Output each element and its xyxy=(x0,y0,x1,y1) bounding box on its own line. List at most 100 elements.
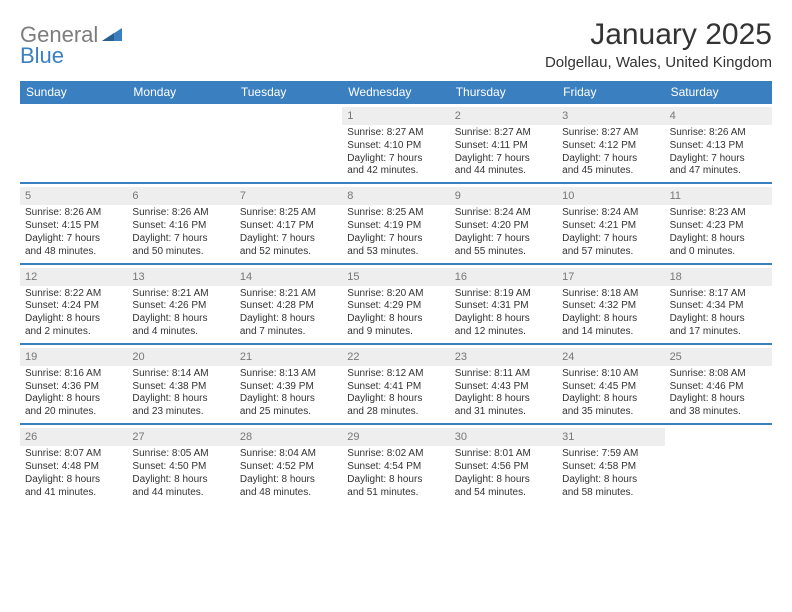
daylight-text: Daylight: 7 hours xyxy=(347,153,444,166)
sunset-text: Sunset: 4:46 PM xyxy=(670,381,767,394)
weeks-container: 1Sunrise: 8:27 AMSunset: 4:10 PMDaylight… xyxy=(20,104,772,503)
calendar: Sunday Monday Tuesday Wednesday Thursday… xyxy=(20,81,772,503)
daylight-text: and 58 minutes. xyxy=(562,487,659,500)
daylight-text: and 44 minutes. xyxy=(455,165,552,178)
day-number: 30 xyxy=(450,428,557,446)
day-cell: 9Sunrise: 8:24 AMSunset: 4:20 PMDaylight… xyxy=(450,184,557,262)
sunrise-text: Sunrise: 8:16 AM xyxy=(25,368,122,381)
day-cell: 29Sunrise: 8:02 AMSunset: 4:54 PMDayligh… xyxy=(342,425,449,503)
daylight-text: and 57 minutes. xyxy=(562,246,659,259)
daylight-text: and 14 minutes. xyxy=(562,326,659,339)
sunset-text: Sunset: 4:36 PM xyxy=(25,381,122,394)
sunrise-text: Sunrise: 8:12 AM xyxy=(347,368,444,381)
sunrise-text: Sunrise: 8:27 AM xyxy=(562,127,659,140)
sunrise-text: Sunrise: 8:26 AM xyxy=(670,127,767,140)
daylight-text: Daylight: 7 hours xyxy=(132,233,229,246)
day-cell: 3Sunrise: 8:27 AMSunset: 4:12 PMDaylight… xyxy=(557,104,664,182)
daylight-text: Daylight: 8 hours xyxy=(240,313,337,326)
sunrise-text: Sunrise: 8:05 AM xyxy=(132,448,229,461)
day-number: 7 xyxy=(235,187,342,205)
day-cell: 7Sunrise: 8:25 AMSunset: 4:17 PMDaylight… xyxy=(235,184,342,262)
daylight-text: and 7 minutes. xyxy=(240,326,337,339)
sunset-text: Sunset: 4:12 PM xyxy=(562,140,659,153)
day-number: 22 xyxy=(342,348,449,366)
week-row: 26Sunrise: 8:07 AMSunset: 4:48 PMDayligh… xyxy=(20,425,772,503)
sunset-text: Sunset: 4:16 PM xyxy=(132,220,229,233)
daylight-text: Daylight: 8 hours xyxy=(25,313,122,326)
sunrise-text: Sunrise: 8:17 AM xyxy=(670,288,767,301)
day-number: 3 xyxy=(557,107,664,125)
daylight-text: Daylight: 8 hours xyxy=(240,474,337,487)
daylight-text: and 42 minutes. xyxy=(347,165,444,178)
week-row: 1Sunrise: 8:27 AMSunset: 4:10 PMDaylight… xyxy=(20,104,772,184)
day-cell: 19Sunrise: 8:16 AMSunset: 4:36 PMDayligh… xyxy=(20,345,127,423)
day-cell: 10Sunrise: 8:24 AMSunset: 4:21 PMDayligh… xyxy=(557,184,664,262)
daylight-text: and 50 minutes. xyxy=(132,246,229,259)
day-number: 10 xyxy=(557,187,664,205)
daylight-text: Daylight: 8 hours xyxy=(562,474,659,487)
sunset-text: Sunset: 4:11 PM xyxy=(455,140,552,153)
daylight-text: and 52 minutes. xyxy=(240,246,337,259)
daylight-text: and 9 minutes. xyxy=(347,326,444,339)
sunrise-text: Sunrise: 8:11 AM xyxy=(455,368,552,381)
sunrise-text: Sunrise: 8:08 AM xyxy=(670,368,767,381)
sunset-text: Sunset: 4:43 PM xyxy=(455,381,552,394)
sunrise-text: Sunrise: 8:27 AM xyxy=(347,127,444,140)
day-number: 12 xyxy=(20,268,127,286)
day-cell: 23Sunrise: 8:11 AMSunset: 4:43 PMDayligh… xyxy=(450,345,557,423)
daylight-text: and 12 minutes. xyxy=(455,326,552,339)
sunset-text: Sunset: 4:32 PM xyxy=(562,300,659,313)
sunset-text: Sunset: 4:17 PM xyxy=(240,220,337,233)
day-cell: 27Sunrise: 8:05 AMSunset: 4:50 PMDayligh… xyxy=(127,425,234,503)
daylight-text: and 20 minutes. xyxy=(25,406,122,419)
daylight-text: and 54 minutes. xyxy=(455,487,552,500)
sunrise-text: Sunrise: 8:14 AM xyxy=(132,368,229,381)
sunset-text: Sunset: 4:58 PM xyxy=(562,461,659,474)
sunrise-text: Sunrise: 8:21 AM xyxy=(132,288,229,301)
sunset-text: Sunset: 4:19 PM xyxy=(347,220,444,233)
week-row: 19Sunrise: 8:16 AMSunset: 4:36 PMDayligh… xyxy=(20,345,772,425)
day-cell: 8Sunrise: 8:25 AMSunset: 4:19 PMDaylight… xyxy=(342,184,449,262)
daylight-text: Daylight: 8 hours xyxy=(455,393,552,406)
sunset-text: Sunset: 4:24 PM xyxy=(25,300,122,313)
daylight-text: Daylight: 7 hours xyxy=(562,233,659,246)
daylight-text: and 48 minutes. xyxy=(25,246,122,259)
day-number: 13 xyxy=(127,268,234,286)
sunset-text: Sunset: 4:31 PM xyxy=(455,300,552,313)
sunrise-text: Sunrise: 8:10 AM xyxy=(562,368,659,381)
daylight-text: and 4 minutes. xyxy=(132,326,229,339)
day-number: 29 xyxy=(342,428,449,446)
logo-word-blue: Blue xyxy=(20,45,122,67)
daylight-text: and 38 minutes. xyxy=(670,406,767,419)
daylight-text: Daylight: 8 hours xyxy=(670,233,767,246)
daylight-text: Daylight: 8 hours xyxy=(562,313,659,326)
sunrise-text: Sunrise: 8:24 AM xyxy=(455,207,552,220)
logo: General Blue xyxy=(20,24,122,67)
daylight-text: and 23 minutes. xyxy=(132,406,229,419)
sunset-text: Sunset: 4:10 PM xyxy=(347,140,444,153)
day-number: 9 xyxy=(450,187,557,205)
daylight-text: Daylight: 8 hours xyxy=(25,393,122,406)
day-cell: 31Sunrise: 7:59 AMSunset: 4:58 PMDayligh… xyxy=(557,425,664,503)
day-cell: 13Sunrise: 8:21 AMSunset: 4:26 PMDayligh… xyxy=(127,265,234,343)
daylight-text: and 17 minutes. xyxy=(670,326,767,339)
daylight-text: Daylight: 8 hours xyxy=(562,393,659,406)
day-number: 28 xyxy=(235,428,342,446)
day-number: 1 xyxy=(342,107,449,125)
sunset-text: Sunset: 4:29 PM xyxy=(347,300,444,313)
logo-triangle-icon xyxy=(102,28,122,47)
daylight-text: Daylight: 7 hours xyxy=(670,153,767,166)
title-block: January 2025 Dolgellau, Wales, United Ki… xyxy=(545,18,772,71)
day-number: 4 xyxy=(665,107,772,125)
sunrise-text: Sunrise: 8:02 AM xyxy=(347,448,444,461)
daylight-text: Daylight: 8 hours xyxy=(132,474,229,487)
calendar-page: General Blue January 2025 Dolgellau, Wal… xyxy=(0,0,792,519)
sunset-text: Sunset: 4:52 PM xyxy=(240,461,337,474)
daylight-text: and 31 minutes. xyxy=(455,406,552,419)
daylight-text: and 48 minutes. xyxy=(240,487,337,500)
day-number: 11 xyxy=(665,187,772,205)
week-row: 12Sunrise: 8:22 AMSunset: 4:24 PMDayligh… xyxy=(20,265,772,345)
sunrise-text: Sunrise: 8:25 AM xyxy=(240,207,337,220)
daylight-text: and 25 minutes. xyxy=(240,406,337,419)
sunrise-text: Sunrise: 8:25 AM xyxy=(347,207,444,220)
